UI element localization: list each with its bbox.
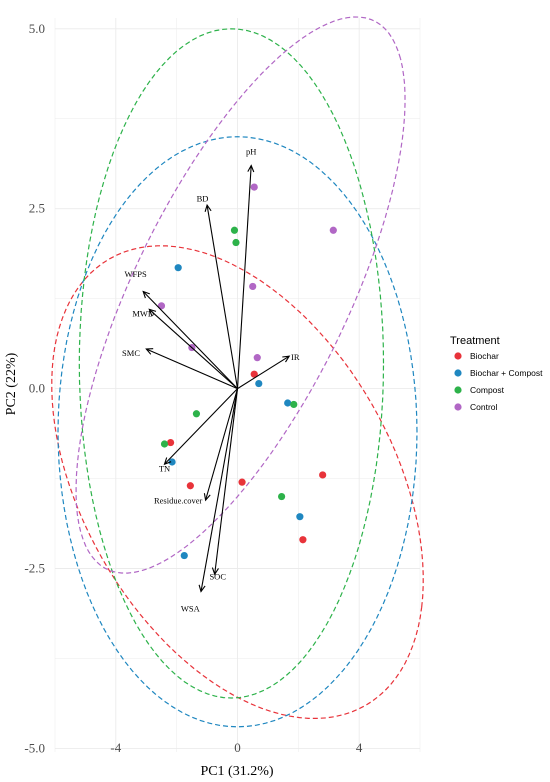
loading-arrow-head: [163, 457, 172, 466]
legend-swatch: [454, 403, 462, 411]
loading-label: WFPS: [124, 269, 146, 279]
loading-label: SOC: [209, 571, 226, 581]
legend-swatch: [454, 369, 462, 377]
loading-label: BD: [197, 194, 209, 204]
loading-arrow-line: [237, 355, 290, 390]
legend-label: Compost: [470, 385, 505, 395]
confidence-ellipses: [51, 16, 424, 728]
loading-arrow-head: [211, 567, 219, 576]
point-compost: [232, 238, 240, 247]
loading-arrow-line: [148, 309, 238, 390]
loading-arrow-head: [198, 584, 206, 593]
loading-bd: BD: [197, 194, 239, 389]
loading-arrow-line: [205, 388, 239, 501]
point-biochar: [319, 471, 327, 479]
y-tick-label: -5.0: [24, 740, 45, 755]
legend: Treatment Biochar Biochar + Compost Compos…: [450, 335, 543, 412]
point-control: [250, 183, 258, 191]
legend-label: Control: [470, 402, 498, 412]
point-biochar-compost: [296, 513, 304, 521]
loading-arrow-head: [282, 355, 291, 363]
loading-residue-cover: Residue.cover: [154, 388, 239, 506]
point-control: [249, 282, 257, 291]
y-axis-title: PC2 (22%): [4, 352, 19, 415]
point-biochar: [186, 482, 194, 490]
point-biochar: [250, 370, 258, 378]
loading-arrow-head: [145, 348, 154, 355]
legend-label: Biochar + Compost: [470, 368, 543, 378]
legend-item: Biochar: [454, 351, 499, 361]
legend-item: Biochar + Compost: [454, 368, 543, 378]
loading-arrow-head: [148, 308, 157, 317]
point-biochar-compost: [180, 551, 188, 560]
point-biochar: [166, 438, 175, 447]
loading-arrow-line: [142, 291, 238, 389]
ellipse-biochar-compost: [57, 136, 418, 728]
point-biochar: [238, 478, 246, 486]
point-control: [253, 354, 261, 362]
point-biochar: [299, 536, 307, 544]
x-tick-label: 4: [356, 740, 363, 755]
loading-wsa: WSA: [181, 388, 239, 614]
loading-wfps: WFPS: [124, 269, 238, 389]
y-tick-label: -2.5: [24, 561, 45, 576]
loading-smc: SMC: [122, 348, 238, 390]
point-biochar-compost: [174, 264, 182, 272]
y-tick-label: 0.0: [29, 381, 45, 396]
point-compost: [192, 410, 201, 418]
y-tick-label: 2.5: [29, 201, 45, 216]
score-points: [157, 183, 337, 560]
loading-arrow-line: [164, 388, 238, 465]
legend-item: Compost: [454, 385, 505, 395]
legend-swatch: [454, 352, 462, 360]
axis-ticks: -4 0 4 5.0 2.5 0.0 -2.5 -5.0: [24, 21, 363, 756]
point-compost: [230, 226, 239, 234]
loading-label: Residue.cover: [154, 496, 203, 506]
x-tick-label: -4: [110, 740, 121, 755]
loading-ir: IR: [237, 352, 300, 390]
loading-label: SMC: [122, 348, 140, 358]
loading-arrow-line: [214, 388, 239, 575]
legend-items: Biochar Biochar + Compost Compost Control: [454, 351, 543, 412]
loading-soc: SOC: [209, 388, 239, 581]
loading-tn: TN: [159, 388, 238, 473]
point-biochar-compost: [284, 399, 292, 407]
loading-arrow-head: [142, 290, 150, 299]
loading-mwd: MWD: [132, 308, 238, 390]
loading-label: pH: [246, 147, 256, 157]
point-compost: [160, 440, 169, 448]
x-tick-label: 0: [234, 740, 241, 755]
legend-title: Treatment: [450, 335, 500, 347]
loading-arrow-head: [247, 164, 255, 173]
loading-arrow-line: [200, 388, 239, 592]
ellipse-biochar: [51, 245, 424, 720]
ellipse-control: [75, 16, 406, 574]
loading-ph: pH: [236, 147, 256, 389]
y-tick-label: 5.0: [29, 21, 45, 36]
loading-arrow-line: [206, 205, 239, 389]
point-biochar-compost: [255, 379, 263, 388]
ellipse-compost: [78, 28, 385, 699]
loading-label: MWD: [132, 309, 154, 319]
point-compost: [290, 400, 298, 409]
loading-arrows: pH BD WFPS MWD SMC IR TN Residue.cover SOC WSA: [122, 147, 300, 614]
loading-label: IR: [291, 352, 300, 362]
loading-label: WSA: [181, 604, 201, 614]
loading-arrow-head: [203, 493, 211, 502]
point-control: [329, 226, 337, 234]
legend-swatch: [454, 386, 462, 394]
loading-arrow-line: [236, 165, 252, 389]
x-axis-title: PC1 (31.2%): [200, 764, 273, 779]
point-biochar-compost: [168, 458, 176, 466]
loading-label: TN: [159, 463, 170, 473]
legend-label: Biochar: [470, 351, 499, 361]
loading-arrow-head: [204, 203, 212, 212]
legend-item: Control: [454, 402, 498, 412]
point-compost: [278, 492, 286, 501]
grid: [54, 18, 421, 752]
loading-arrow-line: [146, 348, 238, 390]
